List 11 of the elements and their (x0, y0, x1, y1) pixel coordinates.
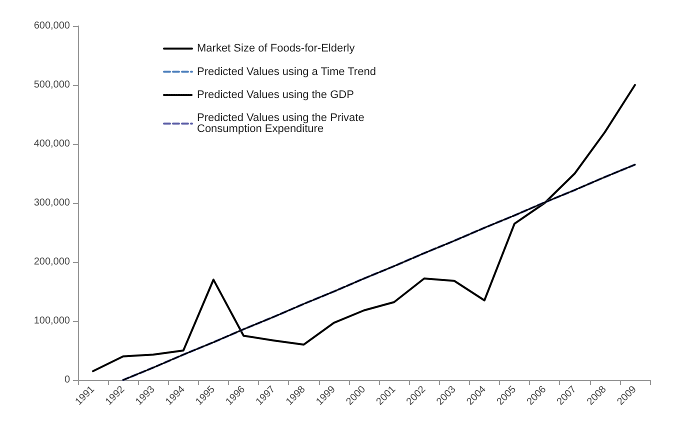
y-tick-label: 500,000 (34, 80, 70, 90)
y-tick-label: 200,000 (34, 256, 70, 268)
legend-label: Market Size of Foods-for-Elderly (197, 42, 356, 55)
y-tick-label: 0 (64, 374, 70, 386)
y-tick-label: 300,000 (34, 198, 70, 208)
y-tick-label: 600,000 (34, 20, 70, 32)
y-tick-label: 400,000 (34, 138, 70, 150)
legend-label: Predicted Values using a Time Trend (197, 66, 376, 78)
legend-label: Predicted Values using the Private Consumption Expenditure (197, 112, 364, 136)
y-tick-label: 100,000 (34, 316, 70, 326)
legend-label: Predicted Values using the GDP (197, 89, 354, 101)
